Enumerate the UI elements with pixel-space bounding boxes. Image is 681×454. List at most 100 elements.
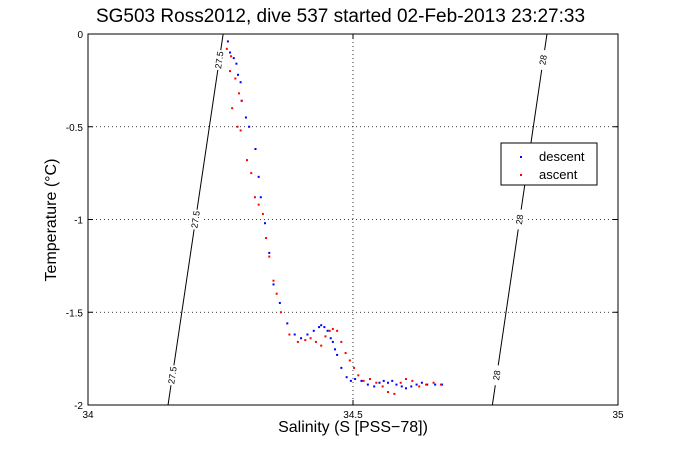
ascent-point <box>265 237 268 240</box>
contour-label-bg <box>535 49 551 71</box>
y-tick-label: -2 <box>74 401 83 412</box>
ascent-point <box>405 378 407 381</box>
contour-label: 27.5 <box>166 366 178 385</box>
descent-point <box>386 381 389 384</box>
descent-point <box>229 51 232 54</box>
x-tick-label: 34 <box>82 410 94 421</box>
ascent-point <box>257 203 260 206</box>
descent-point <box>345 376 348 379</box>
x-tick-label: 34.5 <box>343 410 363 421</box>
ascent-point <box>399 381 402 384</box>
ascent-point <box>439 383 442 386</box>
ascent-point <box>261 212 264 215</box>
contour-label-bg <box>211 49 227 71</box>
descent-point <box>326 329 329 332</box>
descent-point <box>354 378 357 381</box>
descent-point <box>329 337 332 340</box>
descent-point <box>257 175 260 178</box>
ascent-point <box>393 392 396 395</box>
descent-point <box>349 379 352 382</box>
ascent-point <box>296 340 299 343</box>
descent-legend-marker <box>520 156 522 158</box>
ascent-point <box>411 379 414 382</box>
descent-point <box>373 385 376 388</box>
ascent-point <box>309 337 312 340</box>
ascent-legend-label: ascent <box>539 167 578 182</box>
ascent-point <box>246 159 248 162</box>
contour-label-bg <box>188 208 203 231</box>
ascent-point <box>328 329 331 332</box>
y-tick-label: -0.5 <box>66 123 84 134</box>
descent-point <box>244 116 247 119</box>
ascent-point <box>324 335 327 338</box>
ascent-point <box>234 77 237 80</box>
descent-point <box>360 379 363 382</box>
descent-point <box>410 385 413 388</box>
contour-label-bg <box>165 364 180 387</box>
y-tick-label: 0 <box>77 30 83 41</box>
descent-point <box>426 383 429 386</box>
ascent-point <box>320 344 323 347</box>
ascent-point <box>432 381 435 384</box>
descent-point <box>236 73 239 76</box>
contour-label-bg <box>512 208 528 231</box>
ascent-point <box>344 352 347 355</box>
descent-point <box>312 329 315 332</box>
descent-point <box>286 322 289 325</box>
descent-point <box>395 383 398 386</box>
descent-point <box>278 301 281 304</box>
ascent-point <box>231 107 234 110</box>
descent-point <box>264 222 267 225</box>
descent-point <box>333 348 336 351</box>
descent-point <box>239 81 242 84</box>
descent-point <box>366 383 369 386</box>
descent-point <box>405 387 407 390</box>
axis-ticks: 34 34.5 35 0 -0.5 -1 -1.5 -2 <box>66 30 624 421</box>
y-axis-label: Temperature (°C) <box>43 158 60 282</box>
ascent-point <box>418 385 421 388</box>
ascent-point <box>238 92 241 95</box>
descent-point <box>235 62 238 65</box>
ascent-point <box>304 339 307 342</box>
descent-point <box>318 326 321 329</box>
descent-point <box>336 353 339 356</box>
descent-legend-label: descent <box>539 149 585 164</box>
ascent-point <box>229 70 232 73</box>
y-tick-label: -1 <box>74 216 83 227</box>
ascent-point <box>275 292 278 295</box>
data-points <box>225 40 444 395</box>
descent-point <box>391 379 394 382</box>
ascent-point <box>357 374 360 377</box>
ascent-legend-marker <box>520 174 522 176</box>
descent-point <box>293 333 296 336</box>
ascent-point <box>314 340 317 343</box>
legend: descent ascent <box>500 142 598 186</box>
descent-point <box>415 383 418 386</box>
ascent-point <box>288 333 291 336</box>
density-contours: 27.5 27.5 27.5 28 28 28 <box>165 33 551 406</box>
ascent-point <box>239 129 242 132</box>
ascent-point <box>336 329 339 332</box>
descent-point <box>300 337 303 340</box>
ascent-point <box>268 255 271 258</box>
descent-point <box>400 385 403 388</box>
contour-label: 28 <box>514 214 525 225</box>
ascent-point <box>279 311 282 314</box>
ascent-point <box>250 172 253 175</box>
descent-point <box>434 383 437 386</box>
ascent-point <box>381 385 384 388</box>
ascent-point <box>362 379 365 382</box>
descent-point <box>259 196 262 199</box>
ascent-point <box>425 383 428 386</box>
ascent-point <box>230 55 233 58</box>
descent-point <box>420 381 423 384</box>
descent-point <box>268 251 271 254</box>
descent-point <box>232 57 235 60</box>
x-tick-label: 35 <box>612 410 624 421</box>
ascent-point <box>240 99 243 102</box>
ascent-point <box>348 359 351 362</box>
descent-point <box>306 333 309 336</box>
contour-label: 27.5 <box>189 210 201 229</box>
descent-point <box>254 148 257 151</box>
